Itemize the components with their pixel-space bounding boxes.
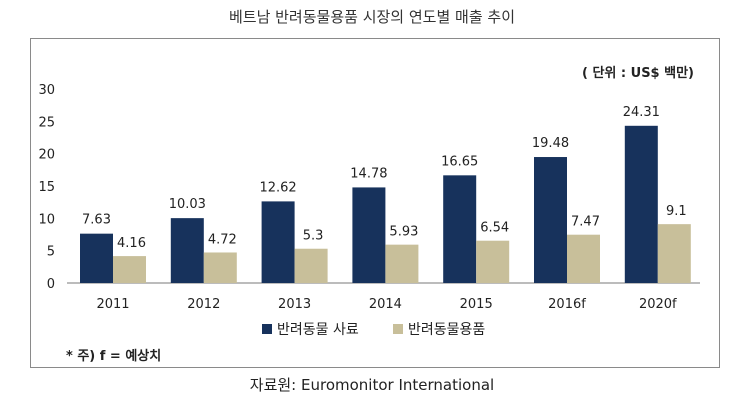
data-label-food: 16.65 — [441, 154, 478, 169]
x-axis: 2011 2012 2013 2014 2015 2016f 2020f — [96, 297, 677, 312]
bar-food — [534, 157, 567, 283]
bar-food — [443, 175, 477, 283]
x-tick-label: 2013 — [278, 297, 311, 312]
x-tick-label: 2020f — [639, 297, 677, 312]
x-tick-label: 2015 — [460, 297, 493, 312]
data-label-food: 12.62 — [259, 180, 296, 195]
y-tick-label: 10 — [38, 212, 55, 227]
data-label-food: 10.03 — [169, 197, 206, 212]
page-title: 베트남 반려동물용품 시장의 연도별 매출 추이 — [228, 8, 516, 26]
bar-goods — [203, 252, 237, 283]
data-label-goods: 5.93 — [389, 225, 418, 240]
bar-goods — [113, 256, 146, 283]
data-label-food: 19.48 — [532, 136, 569, 151]
legend: 반려동물 사료 반려동물용품 — [262, 322, 485, 338]
legend-swatch-food — [262, 324, 272, 334]
x-tick-label: 2011 — [96, 297, 129, 312]
data-label-food: 24.31 — [623, 105, 660, 120]
unit-label: ( 단위 : US$ 백만) — [582, 65, 694, 81]
y-tick-label: 0 — [47, 277, 55, 292]
bar-goods — [567, 234, 600, 283]
data-label-goods: 9.1 — [666, 204, 687, 219]
bar-goods — [294, 248, 328, 283]
y-tick-label: 25 — [38, 115, 55, 130]
bar-goods — [657, 224, 691, 283]
legend-label-food: 반려동물 사료 — [277, 322, 359, 338]
bars: 7.63 4.16 10.03 4.72 12.62 5.3 14.78 5.93 16.65 6… — [80, 105, 691, 283]
bar-goods — [385, 244, 419, 283]
footnote: * 주) f = 예상치 — [66, 348, 161, 364]
data-label-goods: 5.3 — [303, 229, 324, 244]
data-label-goods: 7.47 — [571, 215, 600, 230]
y-axis: 0 5 10 15 20 25 30 — [38, 83, 55, 292]
bar-food — [261, 201, 295, 283]
legend-swatch-goods — [393, 324, 403, 334]
y-tick-label: 30 — [38, 83, 55, 98]
x-tick-label: 2012 — [187, 297, 220, 312]
y-tick-label: 15 — [38, 180, 55, 195]
bar-goods — [476, 240, 510, 283]
data-label-goods: 4.16 — [117, 236, 146, 251]
data-label-food: 14.78 — [350, 166, 387, 181]
bar-food — [352, 187, 386, 283]
data-label-goods: 6.54 — [480, 221, 509, 236]
bar-food — [170, 218, 204, 283]
bar-food — [80, 233, 113, 283]
y-tick-label: 20 — [38, 148, 55, 163]
legend-label-goods: 반려동물용품 — [408, 322, 485, 338]
bar-food — [624, 125, 658, 283]
source-caption: 자료원: Euromonitor International — [249, 376, 495, 394]
x-tick-label: 2014 — [369, 297, 402, 312]
data-label-goods: 4.72 — [208, 232, 237, 247]
x-tick-label: 2016f — [548, 297, 586, 312]
y-tick-label: 5 — [47, 245, 55, 260]
data-label-food: 7.63 — [82, 213, 111, 228]
